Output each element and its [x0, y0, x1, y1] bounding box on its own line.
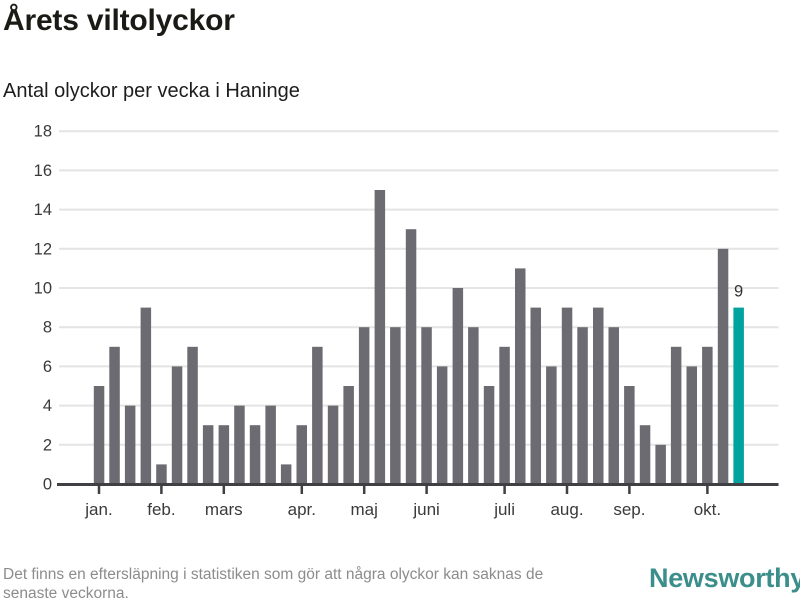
bar [452, 288, 464, 484]
month-label: maj [350, 500, 377, 519]
footer-note: Det finns en eftersläpning i statistiken… [3, 565, 633, 603]
month-label: mars [205, 500, 243, 519]
bar [593, 307, 604, 484]
bar [577, 327, 588, 484]
y-axis-label: 2 [43, 436, 52, 454]
bar [530, 307, 541, 484]
bar [265, 405, 276, 484]
y-axis-label: 18 [34, 123, 52, 141]
y-axis-label: 0 [43, 476, 52, 494]
bar [109, 346, 120, 484]
bar [702, 346, 713, 484]
bar [343, 386, 354, 484]
bar [218, 425, 230, 484]
bar [499, 346, 510, 484]
x-axis-line [57, 483, 779, 486]
bar [171, 366, 183, 484]
bar [249, 425, 261, 484]
bar [483, 386, 495, 484]
bar [546, 366, 557, 484]
bar [390, 327, 401, 484]
footer-note-line1: Det finns en eftersläpning i statistiken… [3, 566, 544, 583]
y-axis-label: 10 [34, 280, 52, 298]
bar [234, 405, 245, 484]
bar [468, 327, 479, 484]
accident-bar-chart: 0 2 4 6 8 10 12 14 16 18 jan. feb. mars apr. maj juni ju… [34, 123, 779, 519]
y-axis-label: 8 [43, 319, 52, 337]
bar [717, 248, 729, 484]
chart-title: Årets viltolyckor [3, 4, 235, 37]
bar [436, 366, 448, 484]
month-label: jan. [84, 500, 112, 519]
y-axis-label: 14 [34, 201, 52, 219]
bar [156, 464, 167, 484]
bar [624, 386, 635, 484]
brand-name: Newsworthy [649, 562, 800, 593]
month-label: aug. [550, 500, 583, 519]
y-axis-label: 4 [43, 397, 52, 415]
month-label: juli [493, 500, 515, 519]
month-label: sep. [613, 500, 645, 519]
footer-note-line2: senaste veckorna. [3, 585, 129, 602]
bar [608, 327, 619, 484]
bar [374, 190, 386, 484]
y-axis-label: 6 [43, 358, 52, 376]
bar [296, 425, 307, 484]
newsworthy-brand: Newsworthy [640, 556, 800, 600]
bar [140, 307, 152, 484]
month-label: okt. [694, 500, 721, 519]
bar [561, 307, 573, 484]
bar [93, 386, 105, 484]
bar [187, 346, 198, 484]
bar [639, 425, 651, 484]
bar [421, 327, 432, 484]
bar [686, 366, 697, 484]
y-axis-label: 12 [34, 240, 52, 258]
bar [670, 346, 682, 484]
bar [405, 229, 417, 484]
bar-value-label: 9 [734, 283, 743, 301]
bar [312, 346, 323, 484]
bar [280, 464, 292, 484]
y-axis-label: 16 [34, 162, 52, 180]
highlighted-bar [733, 307, 744, 484]
chart-subtitle: Antal olyckor per vecka i Haninge [3, 80, 300, 102]
month-label: apr. [288, 500, 316, 519]
bar [655, 444, 666, 484]
bar [327, 405, 339, 484]
bar [515, 268, 526, 484]
month-label: feb. [147, 500, 175, 519]
bar [124, 405, 136, 484]
bar [358, 327, 370, 484]
bar [202, 425, 214, 484]
month-label: juni [412, 500, 439, 519]
